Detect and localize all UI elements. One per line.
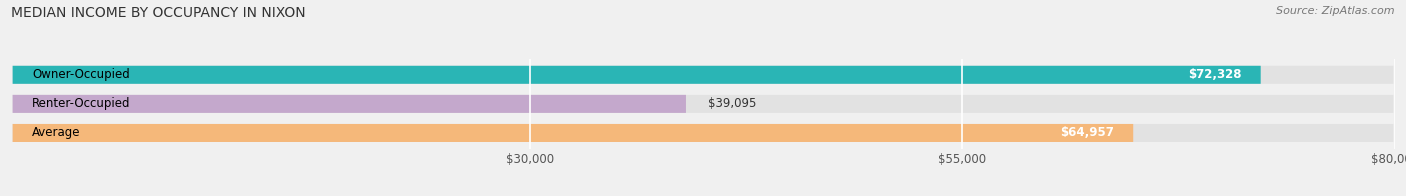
FancyBboxPatch shape [13, 124, 1133, 142]
FancyBboxPatch shape [13, 95, 1393, 113]
Text: $39,095: $39,095 [709, 97, 756, 110]
FancyBboxPatch shape [13, 66, 1393, 84]
FancyBboxPatch shape [13, 124, 1393, 142]
FancyBboxPatch shape [13, 66, 1261, 84]
Text: Renter-Occupied: Renter-Occupied [32, 97, 131, 110]
Text: MEDIAN INCOME BY OCCUPANCY IN NIXON: MEDIAN INCOME BY OCCUPANCY IN NIXON [11, 6, 307, 20]
FancyBboxPatch shape [13, 95, 686, 113]
Text: $64,957: $64,957 [1060, 126, 1114, 140]
Text: $72,328: $72,328 [1188, 68, 1241, 81]
Text: Source: ZipAtlas.com: Source: ZipAtlas.com [1277, 6, 1395, 16]
Text: Average: Average [32, 126, 80, 140]
Text: Owner-Occupied: Owner-Occupied [32, 68, 129, 81]
